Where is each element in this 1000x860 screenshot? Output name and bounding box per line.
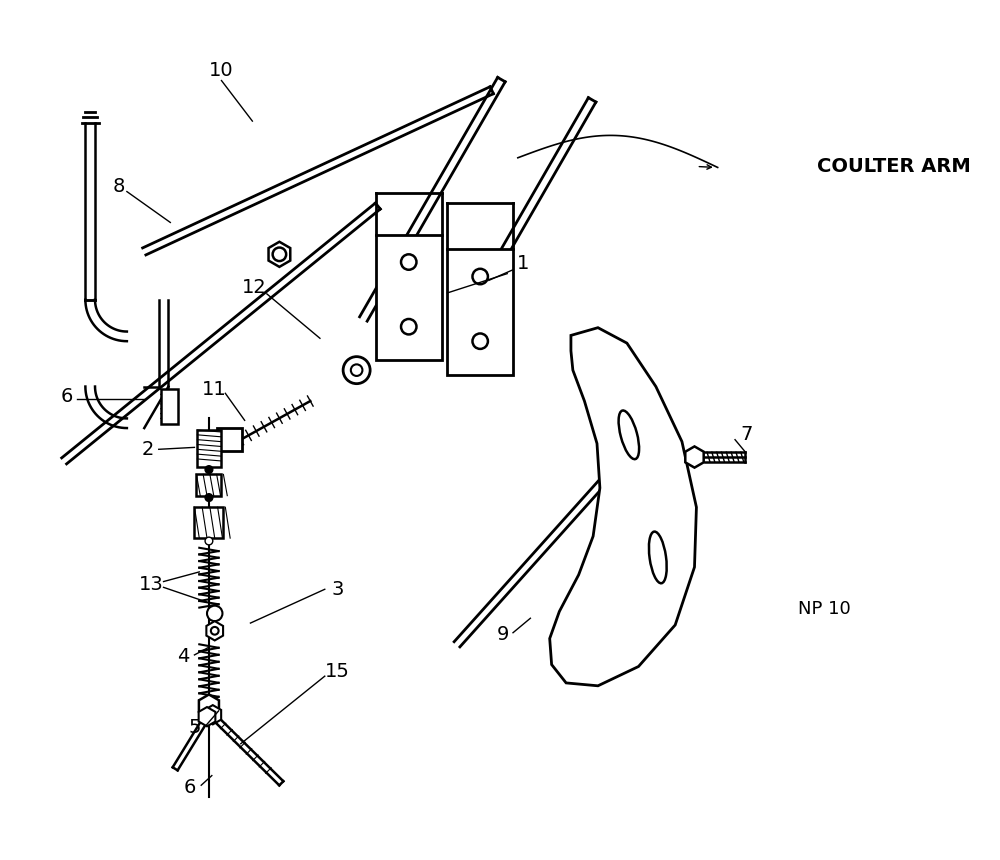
Bar [217, 428, 242, 452]
Ellipse shape [619, 410, 639, 459]
Bar [196, 475, 221, 495]
Ellipse shape [649, 531, 667, 583]
Bar [194, 507, 223, 538]
Circle shape [205, 466, 213, 474]
Text: 4: 4 [177, 648, 189, 666]
Circle shape [207, 605, 222, 621]
Circle shape [401, 255, 416, 270]
Circle shape [351, 365, 362, 376]
Bar [447, 249, 513, 375]
Text: 12: 12 [242, 278, 267, 297]
Bar [161, 390, 178, 424]
Circle shape [205, 538, 213, 545]
Circle shape [273, 248, 286, 261]
Text: 3: 3 [331, 580, 344, 599]
Circle shape [472, 269, 488, 285]
Circle shape [343, 357, 370, 384]
Text: 1: 1 [516, 255, 529, 273]
Text: 10: 10 [209, 61, 234, 80]
Text: 15: 15 [325, 662, 350, 681]
Polygon shape [269, 242, 290, 267]
Text: 6: 6 [183, 777, 196, 796]
Circle shape [205, 494, 213, 501]
Text: 9: 9 [497, 625, 510, 644]
Bar [197, 430, 221, 467]
Text: 8: 8 [113, 177, 125, 196]
Text: 13: 13 [139, 575, 163, 594]
Text: 7: 7 [740, 426, 753, 445]
Polygon shape [199, 695, 219, 717]
Polygon shape [685, 446, 704, 468]
Text: 11: 11 [201, 380, 226, 399]
Polygon shape [204, 705, 221, 724]
Circle shape [211, 627, 219, 635]
Text: 2: 2 [142, 439, 154, 458]
Polygon shape [199, 707, 215, 727]
Polygon shape [206, 621, 223, 641]
Text: 5: 5 [188, 718, 201, 737]
Text: 6: 6 [61, 387, 73, 406]
Text: NP 10: NP 10 [798, 599, 851, 617]
Circle shape [472, 334, 488, 349]
Circle shape [401, 319, 416, 335]
Bar [376, 235, 442, 360]
Polygon shape [550, 328, 696, 685]
Text: COULTER ARM: COULTER ARM [817, 157, 971, 176]
